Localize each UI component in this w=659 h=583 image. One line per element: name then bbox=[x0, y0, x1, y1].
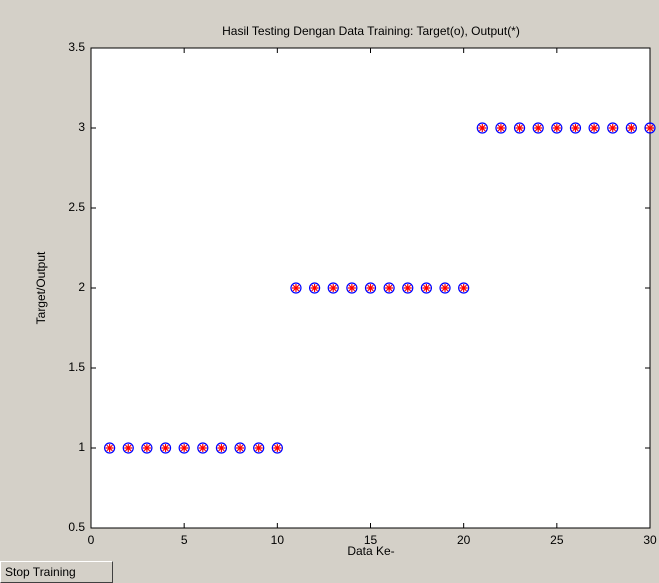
output-marker bbox=[571, 124, 580, 132]
y-tick-label: 1.5 bbox=[68, 360, 85, 374]
target-marker bbox=[588, 122, 600, 134]
output-marker bbox=[515, 124, 524, 132]
output-marker bbox=[422, 284, 431, 292]
output-marker bbox=[496, 124, 505, 132]
output-marker bbox=[291, 284, 300, 292]
target-marker bbox=[532, 122, 544, 134]
target-marker bbox=[141, 442, 153, 454]
x-tick-label: 5 bbox=[181, 533, 188, 547]
target-marker bbox=[253, 442, 265, 454]
output-marker bbox=[180, 444, 189, 452]
output-marker bbox=[459, 284, 468, 292]
target-marker bbox=[551, 122, 563, 134]
target-marker bbox=[476, 122, 488, 134]
output-marker bbox=[142, 444, 151, 452]
target-marker bbox=[346, 282, 358, 294]
y-axis-label: Target/Output bbox=[34, 251, 48, 324]
target-marker bbox=[215, 442, 228, 454]
x-tick-label: 20 bbox=[457, 533, 471, 547]
y-tick-label: 1 bbox=[78, 440, 85, 454]
output-marker bbox=[534, 124, 543, 132]
output-marker bbox=[161, 444, 170, 452]
target-marker bbox=[383, 282, 395, 294]
y-tick-label: 2 bbox=[78, 280, 85, 294]
target-marker bbox=[122, 442, 134, 454]
target-marker bbox=[290, 282, 302, 294]
target-marker bbox=[159, 442, 172, 454]
target-marker bbox=[439, 282, 451, 294]
y-tick-label: 0.5 bbox=[68, 520, 85, 534]
output-marker bbox=[310, 284, 319, 292]
output-marker bbox=[217, 444, 226, 452]
output-marker bbox=[198, 444, 207, 452]
output-marker bbox=[329, 284, 338, 292]
output-marker bbox=[403, 284, 412, 292]
target-marker bbox=[402, 282, 414, 294]
target-marker bbox=[420, 282, 432, 294]
target-marker bbox=[495, 122, 507, 134]
target-marker bbox=[607, 122, 619, 134]
target-marker bbox=[364, 282, 377, 294]
output-marker bbox=[236, 444, 245, 452]
y-tick-label: 3.5 bbox=[68, 40, 85, 54]
target-marker bbox=[513, 122, 526, 134]
output-marker bbox=[273, 444, 282, 452]
output-marker bbox=[347, 284, 356, 292]
output-marker bbox=[552, 124, 561, 132]
target-marker bbox=[178, 442, 190, 454]
output-marker bbox=[627, 124, 636, 132]
x-tick-label: 0 bbox=[88, 533, 95, 547]
chart-title: Hasil Testing Dengan Data Training: Targ… bbox=[222, 24, 520, 38]
x-tick-label: 30 bbox=[643, 533, 657, 547]
target-marker bbox=[234, 442, 246, 454]
target-marker bbox=[625, 122, 637, 134]
output-marker bbox=[608, 124, 617, 132]
output-marker bbox=[124, 444, 133, 452]
target-marker bbox=[197, 442, 209, 454]
output-marker bbox=[646, 124, 654, 132]
figure: Hasil Testing Dengan Data Training: Targ… bbox=[34, 24, 657, 558]
x-tick-label: 15 bbox=[364, 533, 378, 547]
y-tick-label: 2.5 bbox=[68, 200, 85, 214]
output-marker bbox=[105, 444, 114, 452]
target-marker bbox=[327, 282, 339, 294]
target-marker bbox=[309, 282, 321, 294]
y-tick-label: 3 bbox=[78, 120, 85, 134]
target-marker bbox=[569, 122, 582, 134]
output-marker bbox=[366, 284, 375, 292]
output-marker bbox=[478, 124, 487, 132]
stop-training-button[interactable]: Stop Training bbox=[0, 561, 113, 583]
output-marker bbox=[385, 284, 394, 292]
output-marker bbox=[254, 444, 263, 452]
target-marker bbox=[458, 282, 470, 294]
target-marker bbox=[104, 442, 116, 454]
output-marker bbox=[441, 284, 450, 292]
output-marker bbox=[590, 124, 599, 132]
x-axis-label: Data Ke- bbox=[347, 544, 394, 558]
target-marker bbox=[644, 122, 656, 134]
target-marker bbox=[271, 442, 283, 454]
x-tick-label: 25 bbox=[550, 533, 564, 547]
x-tick-label: 10 bbox=[271, 533, 285, 547]
